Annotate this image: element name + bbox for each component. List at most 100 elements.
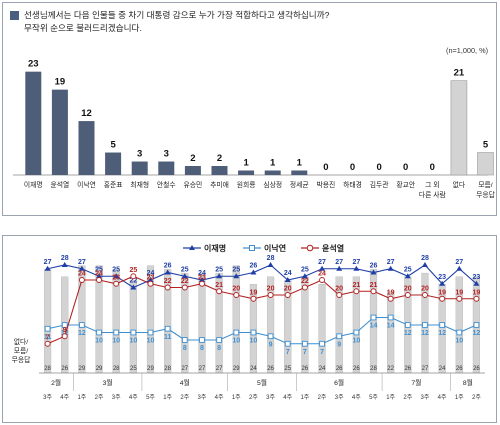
- series-value-label: 7: [46, 334, 50, 341]
- series-point: [370, 269, 377, 275]
- bar-category-label: 최재형: [130, 180, 149, 189]
- series-value-label: 10: [147, 338, 155, 345]
- x-week-label: 4주: [352, 394, 361, 401]
- series-value-label: 22: [164, 278, 172, 285]
- series-value-label: 9: [269, 341, 273, 348]
- series-point: [267, 262, 274, 267]
- series-point: [456, 265, 463, 271]
- bar-category-label: 유승민: [184, 180, 203, 189]
- bar: [238, 170, 255, 175]
- series-value-label: 25: [232, 266, 240, 273]
- legend-label: 이재명: [204, 243, 226, 253]
- series-value-label: 20: [421, 286, 429, 293]
- bar-category-label: 홍준표: [104, 180, 123, 189]
- legend-label: 윤석열: [322, 243, 344, 253]
- x-week-label: 4주: [60, 394, 69, 401]
- x-month-label: 5월: [257, 378, 267, 387]
- none-bar: [318, 284, 326, 374]
- series-point: [78, 277, 85, 283]
- series-point: [421, 262, 428, 267]
- series-point: [473, 280, 480, 286]
- x-week-label: 1주: [300, 394, 309, 401]
- series-value-label: 23: [198, 274, 206, 281]
- bar-value-label: 5: [483, 140, 489, 151]
- bar-value-label: 5: [110, 140, 116, 151]
- none-bar-value: 26: [336, 366, 343, 372]
- series-value-label: 27: [455, 259, 463, 266]
- series-point: [473, 295, 480, 302]
- legend-marker: [306, 244, 314, 252]
- x-week-label: 3주: [421, 394, 430, 401]
- series-value-label: 10: [250, 338, 258, 345]
- x-week-label: 1주: [163, 394, 172, 401]
- bar-value-label: 1: [243, 158, 249, 169]
- x-week-label: 2주: [403, 394, 412, 401]
- x-week-label: 1주: [386, 394, 395, 401]
- series-value-label: 27: [44, 259, 52, 266]
- x-week-label: 4주: [438, 394, 447, 401]
- x-week-label: 5주: [146, 394, 155, 401]
- series-value-label: 26: [370, 263, 378, 270]
- series-point: [113, 329, 120, 336]
- question-line-2: 무작위 순으로 불러드리겠습니다.: [24, 23, 142, 33]
- series-value-label: 26: [164, 263, 172, 270]
- series-value-label: 20: [267, 286, 275, 293]
- series-point: [439, 280, 446, 286]
- legend-label: 이낙연: [264, 243, 286, 253]
- series-value-label: 23: [438, 274, 446, 281]
- series-point: [216, 337, 222, 343]
- series-value-label: 20: [335, 286, 343, 293]
- series-point: [198, 277, 205, 282]
- series-point: [164, 325, 171, 332]
- series-point: [130, 329, 137, 336]
- series-value-label: 7: [303, 349, 307, 356]
- none-bar-axis-label: 무응답: [12, 356, 31, 364]
- series-point: [233, 329, 240, 336]
- series-point: [113, 273, 120, 279]
- series-value-label: 20: [232, 286, 240, 293]
- series-point: [61, 322, 68, 328]
- series-value-label: 10: [455, 338, 463, 345]
- bar-category-label: 추미애: [210, 180, 229, 189]
- series-value-label: 22: [301, 278, 309, 285]
- series-point: [439, 322, 445, 328]
- bar-category-label: 황교안: [396, 180, 415, 189]
- none-bar-value: 25: [284, 366, 291, 372]
- none-bar-value: 26: [404, 366, 411, 372]
- none-bar-value: 28: [113, 366, 120, 372]
- series-point: [404, 322, 411, 328]
- series-value-label: 21: [370, 282, 378, 289]
- series-point: [147, 280, 154, 287]
- bar: [51, 89, 68, 175]
- series-value-label: 14: [370, 323, 378, 330]
- series-value-label: 19: [250, 289, 258, 296]
- series-value-label: 7: [286, 349, 290, 356]
- series-point: [147, 329, 154, 336]
- x-week-label: 3주: [43, 394, 52, 401]
- x-week-label: 2주: [318, 394, 327, 401]
- bar-value-label: 0: [323, 162, 328, 173]
- series-value-label: 9: [337, 341, 341, 348]
- series-point: [181, 337, 188, 343]
- question-line-1: 선생님께서는 다음 인물들 중 차기 대통령 감으로 누가 가장 적합하다고 생…: [24, 10, 330, 20]
- bar-value-label: 0: [350, 162, 355, 173]
- series-value-label: 8: [183, 345, 187, 352]
- series-point: [96, 329, 102, 336]
- x-week-label: 2주: [95, 394, 104, 401]
- series-point: [181, 273, 188, 279]
- bar-value-label: 23: [28, 59, 39, 70]
- none-bar-value: 27: [181, 366, 188, 372]
- series-value-label: 14: [387, 323, 395, 330]
- bar-category-label: 무응답: [476, 191, 495, 199]
- series-point: [422, 322, 428, 328]
- series-value-label: 27: [387, 259, 395, 266]
- x-week-label: 2주: [180, 394, 189, 401]
- none-bar-value: 24: [319, 366, 326, 372]
- x-week-label: 3주: [112, 394, 121, 401]
- x-month-label: 3월: [103, 378, 113, 387]
- series-point: [387, 265, 394, 271]
- bar-category-label: 그 외: [425, 180, 439, 189]
- x-week-label: 2주: [472, 394, 481, 401]
- bar: [264, 170, 281, 175]
- series-point: [250, 295, 257, 302]
